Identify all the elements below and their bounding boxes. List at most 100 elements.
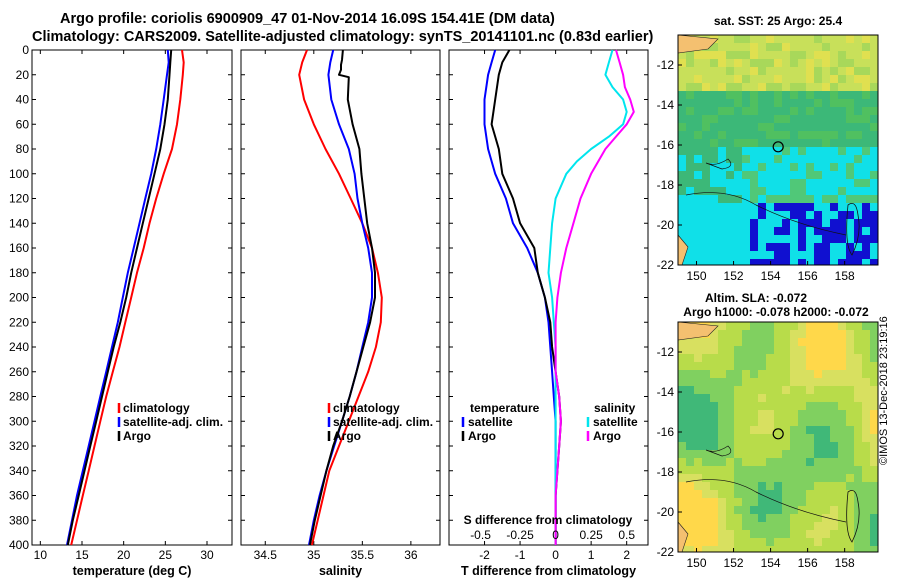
sla_map-field	[678, 322, 878, 552]
depth-tick-label: 80	[16, 142, 30, 156]
isobath-contour	[685, 192, 847, 236]
figure-title-line2: Climatology: CARS2009. Satellite-adjuste…	[32, 29, 654, 45]
salinity-xtick-label: 35.5	[351, 548, 375, 562]
temperature-series-climatology	[70, 49, 185, 546]
depth-tick-label: 400	[9, 538, 29, 552]
map-ytick-label: -20	[657, 218, 675, 232]
legend-label: climatology	[333, 401, 400, 415]
figure-title-line1: Argo profile: coriolis 6900909_47 01-Nov…	[60, 11, 555, 27]
sst_map-frame	[677, 34, 879, 266]
difference-xtick-label: -2	[479, 548, 490, 562]
depth-tick-label: 300	[9, 414, 29, 428]
legend-label: Argo	[468, 429, 496, 443]
salinity-xlabel: salinity	[319, 564, 362, 578]
salinity-xtick-label: 36	[404, 548, 418, 562]
depth-tick-label: 360	[9, 489, 29, 503]
isobath-contour	[685, 479, 847, 523]
difference-top-xtick-label: 0.25	[579, 528, 603, 542]
depth-tick-label: 380	[9, 513, 29, 527]
difference-top-xtick-label: 0	[552, 528, 559, 542]
argo-float-marker	[772, 141, 784, 153]
map-ytick-label: -18	[657, 465, 675, 479]
depth-tick-label: 20	[16, 68, 30, 82]
map-xtick-label: 156	[798, 556, 818, 570]
map-ytick-label: -16	[657, 425, 675, 439]
map-ytick-label: -16	[657, 138, 675, 152]
salinity-axes-frame	[240, 49, 441, 546]
temperature-xtick-label: 10	[34, 548, 48, 562]
sst_map-field	[678, 35, 878, 265]
salinity-xtick-label: 35	[307, 548, 321, 562]
map-ytick-label: -22	[657, 258, 675, 272]
depth-tick-label: 140	[9, 216, 29, 230]
map-xtick-label: 152	[724, 556, 744, 570]
map-ytick-label: -14	[657, 385, 675, 399]
depth-tick-label: 100	[9, 167, 29, 181]
salinity-series-climatology	[298, 49, 383, 546]
depth-tick-label: 200	[9, 291, 29, 305]
difference-top-xtick-label: -0.5	[470, 528, 491, 542]
legend-label: satellite	[468, 415, 513, 429]
map-xtick-label: 156	[798, 269, 818, 283]
depth-tick-label: 260	[9, 365, 29, 379]
map-xtick-label: 150	[687, 269, 707, 283]
difference-xtick-label: 2	[623, 548, 630, 562]
temperature-xtick-label: 15	[75, 548, 89, 562]
depth-tick-label: 160	[9, 241, 29, 255]
salinity-series-argo	[308, 49, 376, 546]
map-ytick-label: -12	[657, 58, 675, 72]
legend-label: satellite-adj. clim.	[333, 415, 433, 429]
legend-label: Argo	[333, 429, 361, 443]
reef-contour	[846, 489, 860, 543]
depth-tick-label: 240	[9, 340, 29, 354]
difference-top-xtick-label: 0.5	[618, 528, 635, 542]
difference-series-salinity-argo	[554, 49, 635, 545]
reef-contour	[705, 445, 732, 457]
temperature-series-satellite-adj-clim-	[66, 49, 170, 546]
map-ytick-label: -20	[657, 505, 675, 519]
depth-tick-label: 40	[16, 93, 30, 107]
reef-contour	[846, 202, 860, 256]
sla_map-frame	[677, 321, 879, 553]
difference-axes-frame	[448, 49, 649, 546]
map-xtick-label: 154	[761, 269, 781, 283]
sla-map-title: Altim. SLA: -0.072	[705, 291, 807, 305]
sst-map-title: sat. SST: 25 Argo: 25.4	[714, 14, 843, 28]
difference-top-xtick-label: -0.25	[506, 528, 534, 542]
temperature-panel: 0 20 40 60 80 100 120 140 160 180 200 220 240 260 280 3…	[9, 43, 233, 578]
map-xtick-label: 158	[835, 269, 855, 283]
depth-tick-label: 280	[9, 390, 29, 404]
legend-label: satellite-adj. clim.	[123, 415, 223, 429]
legend-temperature-header: temperature	[470, 401, 540, 415]
depth-tick-label: 320	[9, 439, 29, 453]
depth-tick-label: 60	[16, 117, 30, 131]
legend-label: Argo	[123, 429, 151, 443]
legend-salinity-header: salinity	[594, 401, 636, 415]
temperature-xtick-label: 25	[159, 548, 173, 562]
map-ytick-label: -12	[657, 345, 675, 359]
map-xtick-label: 154	[761, 556, 781, 570]
sst-map-panel: -12 -14 -16 -18 -20 -22 150 152 154 156 158 sat. SS…	[657, 14, 879, 283]
salinity-panel: 34.5 35 35.5 36 salinity climatologysatellite…	[240, 49, 441, 578]
map-ytick-label: -14	[657, 98, 675, 112]
legend-label: satellite	[593, 415, 638, 429]
reef-contour	[705, 158, 732, 170]
depth-tick-label: 0	[22, 43, 29, 57]
map-ytick-label: -18	[657, 178, 675, 192]
sla-map-panel: -12 -14 -16 -18 -20 -22 150 152 154 156 158 Altim. …	[657, 291, 879, 570]
legend-label: climatology	[123, 401, 190, 415]
salinity-xtick-label: 34.5	[254, 548, 278, 562]
argo-float-marker	[772, 428, 784, 440]
difference-xtick-label: 1	[588, 548, 595, 562]
difference-xlabel: T difference from climatology	[461, 564, 636, 578]
legend-label: Argo	[593, 429, 621, 443]
difference-panel: -2 -1 0 1 2 T difference from climatology S di…	[448, 49, 649, 578]
difference-xtick-label: 0	[552, 548, 559, 562]
map-xtick-label: 158	[835, 556, 855, 570]
depth-tick-label: 180	[9, 266, 29, 280]
temperature-xlabel: temperature (deg C)	[73, 564, 192, 578]
depth-tick-label: 120	[9, 192, 29, 206]
map-xtick-label: 150	[687, 556, 707, 570]
difference-top-xlabel: S difference from climatology	[464, 513, 633, 527]
